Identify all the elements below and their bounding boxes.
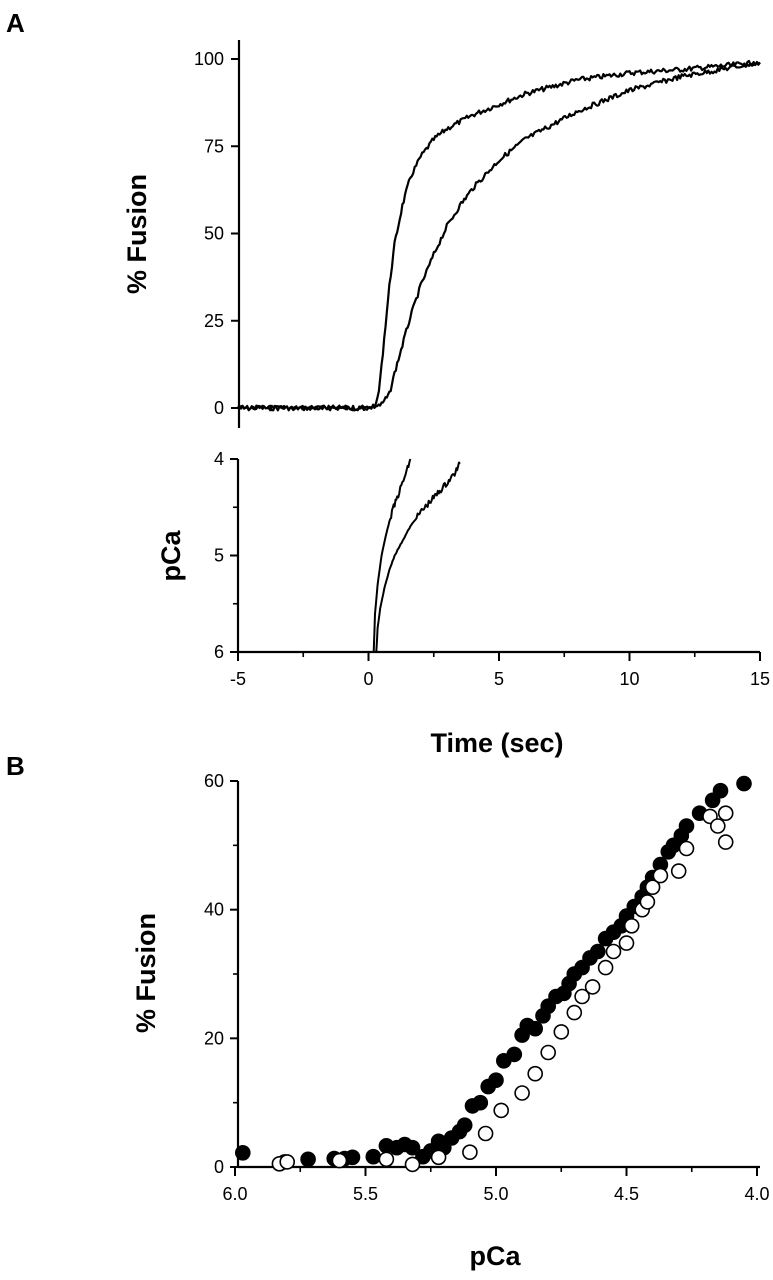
- fusion-time-y-tick-label: 100: [194, 49, 224, 69]
- pca-time-axes: 4 5 6 -5 0 5 10 15: [214, 449, 770, 689]
- filled-data-point: [300, 1151, 316, 1168]
- filled-data-point: [589, 943, 606, 960]
- fusion-pca-y-tick-label: 60: [204, 771, 224, 791]
- open-data-point: [597, 959, 614, 976]
- filled-data-point: [712, 782, 729, 799]
- filled-data-point: [506, 1046, 523, 1063]
- open-data-point: [566, 1004, 583, 1021]
- fusion-pca-scatter: 0 20 40 60 6.0 5.5 5.0 4.5 4.0 % Fusion pCa: [131, 771, 770, 1271]
- open-data-point: [493, 1102, 510, 1119]
- open-data-point: [553, 1024, 570, 1040]
- fusion-time-axes: 0 25 50 75 100: [194, 40, 241, 428]
- open-data-point: [717, 805, 734, 822]
- fusion-pca-x-tick-label: 6.0: [222, 1184, 247, 1204]
- filled-data-point: [404, 1139, 421, 1156]
- pca-xlabel: pCa: [469, 1241, 521, 1271]
- open-data-point: [623, 917, 640, 934]
- pca-trace-2: [375, 461, 461, 652]
- filled-data-point: [736, 775, 752, 792]
- filled-data-point: [456, 1117, 473, 1133]
- pca-time-chart: 4 5 6 -5 0 5 10 15 pCa Time (sec): [156, 449, 770, 758]
- fusion-pca-ylabel: % Fusion: [131, 913, 161, 1033]
- filled-data-point: [488, 1072, 504, 1088]
- open-data-point: [584, 979, 601, 995]
- open-data-point: [477, 1125, 494, 1142]
- filled-data-point: [365, 1148, 382, 1165]
- fusion-pca-x-tick-label: 4.5: [614, 1184, 639, 1204]
- open-data-point: [605, 943, 622, 960]
- fusion-trace-1: [237, 59, 761, 412]
- open-data-point: [618, 935, 635, 951]
- open-data-point: [279, 1154, 296, 1170]
- pca-time-x-tick-label: 5: [494, 669, 504, 689]
- fusion-pca-y-tick-label: 40: [204, 900, 224, 920]
- fusion-pca-x-tick-label: 5.5: [353, 1184, 378, 1204]
- filled-data-point: [678, 818, 695, 834]
- fusion-time-y-tick-label: 75: [204, 136, 224, 156]
- fusion-time-y-tick-label: 50: [204, 224, 224, 244]
- open-data-point: [644, 879, 661, 896]
- pca-time-ylabel: pCa: [156, 530, 186, 582]
- fusion-time-traces: [237, 59, 761, 412]
- fusion-time-y-tick-label: 0: [214, 398, 224, 418]
- pca-trace-1: [372, 458, 412, 653]
- fusion-pca-y-tick-label: 20: [204, 1028, 224, 1048]
- filled-data-point: [472, 1094, 489, 1111]
- open-data-point: [378, 1151, 395, 1168]
- open-data-point: [430, 1149, 447, 1166]
- panel-label-a: A: [6, 8, 25, 38]
- filled-data-point: [527, 1020, 544, 1037]
- fusion-pca-points: [235, 775, 752, 1173]
- pca-time-y-tick-label: 4: [214, 449, 224, 469]
- pca-time-y-tick-label: 6: [214, 642, 224, 662]
- pca-time-x-tick-label: -5: [230, 669, 246, 689]
- open-data-point: [514, 1085, 530, 1101]
- fusion-time-chart: 0 25 50 75 100 % Fusion: [122, 40, 761, 428]
- open-data-point: [540, 1044, 557, 1061]
- pca-time-x-tick-label: 15: [750, 669, 770, 689]
- fusion-time-y-tick-label: 25: [204, 311, 224, 331]
- fusion-trace-2: [237, 60, 761, 412]
- open-data-point: [670, 863, 687, 879]
- open-data-point: [527, 1065, 544, 1082]
- open-data-point: [462, 1144, 478, 1160]
- open-data-point: [404, 1156, 421, 1173]
- time-xlabel: Time (sec): [430, 728, 563, 758]
- open-data-point: [717, 834, 734, 850]
- pca-time-x-tick-label: 10: [619, 669, 639, 689]
- fusion-pca-x-tick-label: 4.0: [744, 1184, 769, 1204]
- open-data-point: [652, 867, 669, 884]
- open-data-point: [574, 988, 590, 1005]
- pca-time-traces: [372, 458, 461, 653]
- open-data-point: [639, 894, 656, 910]
- filled-data-point: [235, 1145, 251, 1161]
- fusion-pca-y-tick-label: 0: [214, 1157, 224, 1177]
- panel-label-b: B: [6, 751, 25, 781]
- open-data-point: [678, 840, 695, 857]
- pca-time-x-tick-label: 0: [363, 669, 373, 689]
- fusion-pca-axes: 0 20 40 60 6.0 5.5 5.0 4.5 4.0: [204, 771, 770, 1204]
- fusion-time-ylabel: % Fusion: [122, 174, 152, 294]
- open-data-point: [331, 1152, 348, 1169]
- filled-data-point: [344, 1149, 361, 1166]
- fusion-pca-x-tick-label: 5.0: [483, 1184, 508, 1204]
- open-data-point: [709, 818, 726, 834]
- pca-time-y-tick-label: 5: [214, 546, 224, 566]
